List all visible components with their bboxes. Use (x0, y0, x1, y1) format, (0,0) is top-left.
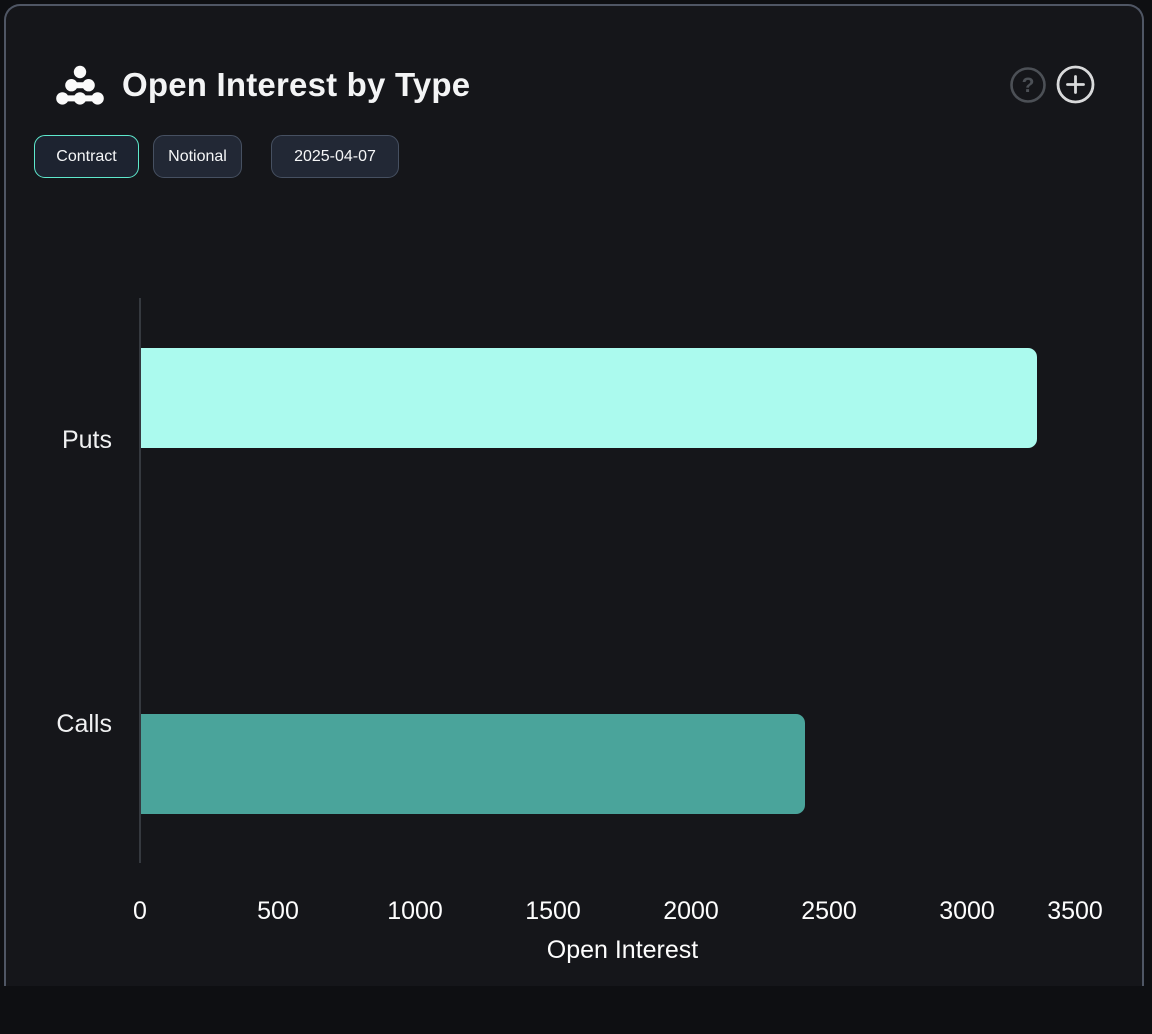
add-button[interactable] (1055, 64, 1096, 105)
category-label-puts: Puts (61, 426, 112, 454)
toggle-contract-label: Contract (56, 147, 117, 165)
bar-puts[interactable] (141, 348, 1037, 448)
bar-calls[interactable] (141, 714, 805, 814)
x-tick: 3500 (1047, 897, 1103, 925)
x-tick: 2000 (663, 897, 719, 925)
svg-text:?: ? (1022, 74, 1035, 97)
x-axis-title: Open Interest (546, 936, 699, 964)
toggle-contract[interactable]: Contract (34, 135, 139, 178)
x-tick: 2500 (801, 897, 857, 925)
help-button[interactable]: ? (1009, 66, 1047, 104)
question-mark-icon: ? (1010, 67, 1046, 103)
y-axis-line (139, 298, 141, 863)
dot-cluster-icon (56, 65, 104, 105)
x-tick: 500 (257, 897, 299, 925)
x-tick: 1000 (387, 897, 443, 925)
category-label-calls: Calls (56, 710, 112, 738)
toggle-notional-label: Notional (168, 147, 227, 165)
plus-icon (1056, 65, 1095, 104)
x-tick: 0 (133, 897, 147, 925)
x-tick: 1500 (525, 897, 581, 925)
date-picker-label: 2025-04-07 (294, 147, 376, 165)
x-tick: 3000 (939, 897, 995, 925)
toggle-notional[interactable]: Notional (153, 135, 242, 178)
date-picker-button[interactable]: 2025-04-07 (271, 135, 399, 178)
page-title: Open Interest by Type (122, 66, 471, 103)
